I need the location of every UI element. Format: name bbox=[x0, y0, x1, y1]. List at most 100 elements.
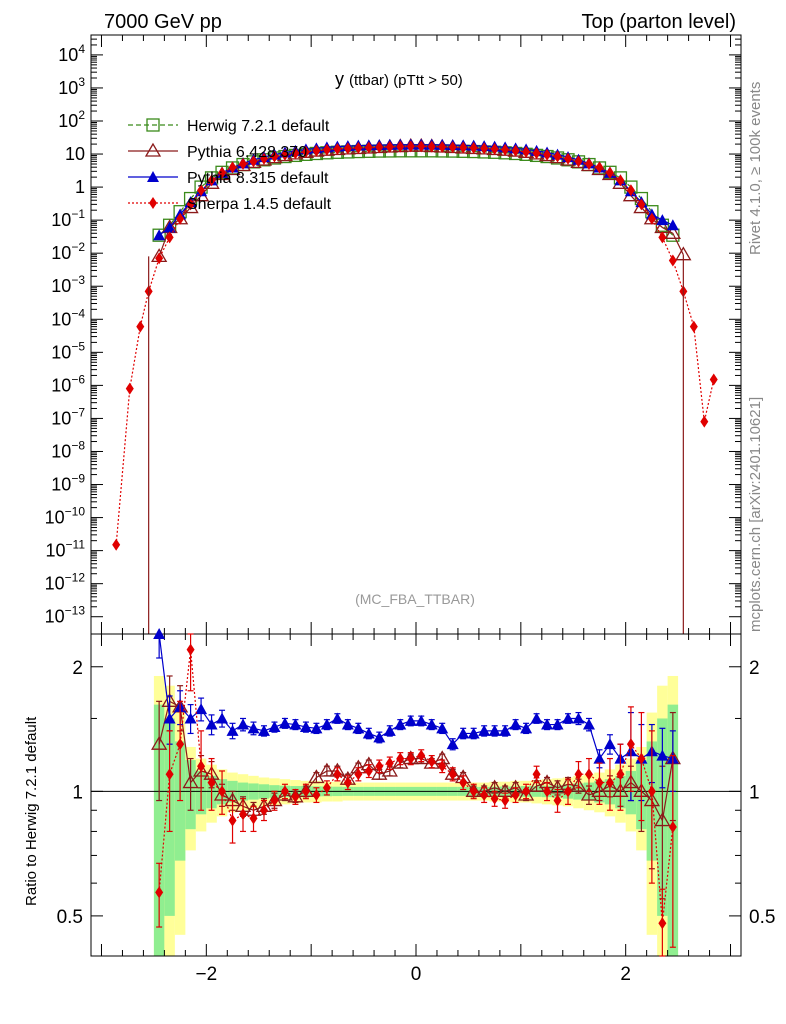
ratio-data-point bbox=[312, 788, 321, 801]
ratio-data-point bbox=[153, 628, 166, 639]
main-data-point bbox=[666, 219, 679, 231]
ratio-data-point bbox=[239, 808, 248, 821]
ratio-data-point bbox=[165, 768, 174, 781]
main-data-point bbox=[163, 221, 176, 233]
ratio-data-point bbox=[406, 752, 415, 765]
ratio-data-point bbox=[371, 765, 388, 780]
main-data-point bbox=[153, 229, 166, 241]
ratio-data-point bbox=[574, 768, 583, 781]
ratio-data-point bbox=[551, 718, 564, 730]
main-y-ticklabel: 10−7 bbox=[51, 405, 85, 428]
main-data-point bbox=[700, 415, 709, 428]
mcplots-label: mcplots.cern.ch [arXiv:2401.10621] bbox=[747, 397, 764, 632]
ratio-data-point bbox=[637, 752, 646, 765]
ratio-data-point bbox=[301, 785, 310, 798]
ratio-data-point bbox=[381, 762, 398, 777]
main-data-point bbox=[647, 212, 656, 225]
ratio-data-point bbox=[197, 760, 206, 773]
ratio-data-point bbox=[509, 718, 522, 730]
main-data-point bbox=[417, 140, 426, 153]
main-y-ticklabel: 10−6 bbox=[51, 372, 85, 395]
main-data-point bbox=[312, 144, 321, 157]
ratio-data-point bbox=[616, 768, 625, 781]
ratio-data-point bbox=[226, 724, 239, 736]
main-data-point bbox=[207, 174, 216, 187]
ratio-x-ticklabel: 0 bbox=[411, 964, 422, 985]
legend-marker bbox=[147, 171, 159, 182]
ratio-data-point bbox=[532, 768, 541, 781]
main-y-ticklabel: 10−5 bbox=[51, 339, 85, 362]
ratio-data-point bbox=[541, 718, 554, 730]
ratio-data-point bbox=[205, 718, 218, 730]
main-series-layer bbox=[112, 137, 718, 634]
main-data-point bbox=[480, 142, 489, 155]
ratio-data-point bbox=[151, 735, 168, 750]
ratio-data-point bbox=[195, 703, 208, 715]
ratio-data-point bbox=[218, 785, 227, 798]
ratio-data-point bbox=[647, 785, 656, 798]
main-data-point bbox=[511, 144, 520, 157]
ratio-data-point bbox=[291, 790, 300, 803]
main-data-point bbox=[564, 152, 573, 165]
ratio-data-point bbox=[392, 754, 409, 769]
ratio-data-point bbox=[270, 794, 279, 807]
legend-label: Sherpa 1.4.5 default bbox=[187, 196, 332, 213]
ratio-data-point bbox=[603, 738, 616, 750]
main-data-point bbox=[239, 157, 248, 170]
ratio-data-point bbox=[289, 718, 302, 730]
header-right: Top (parton level) bbox=[581, 11, 736, 33]
main-data-point bbox=[396, 140, 405, 153]
main-title: y (ttbar) (pTtt > 50) bbox=[335, 69, 463, 89]
ratio-data-point bbox=[469, 785, 478, 798]
ratio-data-point bbox=[237, 718, 250, 730]
ratio-data-point bbox=[278, 717, 291, 729]
main-data-point bbox=[459, 141, 468, 154]
ratio-data-point bbox=[375, 760, 384, 773]
ratio-data-point bbox=[457, 727, 470, 739]
legend: Herwig 7.2.1 default Pythia 6.428 370 Pyth… bbox=[128, 118, 332, 213]
main-data-point bbox=[228, 161, 237, 174]
ratio-data-point bbox=[511, 788, 520, 801]
ratio-data-point bbox=[564, 785, 573, 798]
ratio-series-layer bbox=[151, 628, 681, 957]
ratio-data-point bbox=[467, 727, 480, 739]
ratio-data-point bbox=[543, 785, 552, 798]
main-data-point bbox=[668, 254, 677, 267]
ratio-data-point bbox=[520, 722, 533, 734]
ratio-data-point bbox=[322, 781, 331, 794]
ratio-data-point bbox=[605, 776, 614, 789]
ratio-data-point bbox=[459, 776, 468, 789]
main-title-sub: (ttbar) (pTtt > 50) bbox=[349, 72, 463, 89]
main-data-point bbox=[616, 174, 625, 187]
main-data-point bbox=[490, 143, 499, 156]
main-y-ticklabel: 10 bbox=[65, 144, 85, 164]
main-y-ticklabel: 104 bbox=[58, 42, 85, 65]
ratio-data-point bbox=[228, 814, 237, 827]
main-axes: 10−1310−1210−1110−1010−910−810−710−610−5… bbox=[45, 34, 742, 635]
main-data-point bbox=[155, 252, 164, 265]
main-y-ticklabel: 10−3 bbox=[51, 273, 85, 296]
ratio-data-point bbox=[184, 712, 197, 724]
main-data-point bbox=[249, 155, 258, 168]
ratio-series-line bbox=[158, 700, 674, 823]
main-data-point bbox=[605, 166, 614, 179]
ratio-data-point bbox=[517, 786, 535, 801]
ratio-data-point bbox=[343, 776, 352, 789]
ratio-data-point bbox=[528, 777, 545, 792]
legend-marker bbox=[149, 197, 157, 209]
ratio-data-point bbox=[553, 794, 562, 807]
main-data-point bbox=[322, 143, 331, 156]
main-data-point bbox=[291, 147, 300, 160]
main-data-point bbox=[176, 212, 185, 225]
main-data-point bbox=[584, 157, 593, 170]
ratio-data-point bbox=[436, 722, 449, 734]
main-data-point bbox=[709, 373, 718, 386]
main-y-ticklabel: 103 bbox=[58, 75, 85, 98]
ratio-y-ticklabel-right: 0.5 bbox=[749, 907, 775, 928]
ratio-y-ticklabel-right: 1 bbox=[749, 782, 760, 803]
ratio-data-point bbox=[658, 917, 667, 930]
main-data-point bbox=[354, 141, 363, 154]
legend-marker bbox=[144, 142, 162, 157]
ratio-data-point bbox=[438, 760, 447, 773]
main-data-point bbox=[125, 382, 134, 395]
